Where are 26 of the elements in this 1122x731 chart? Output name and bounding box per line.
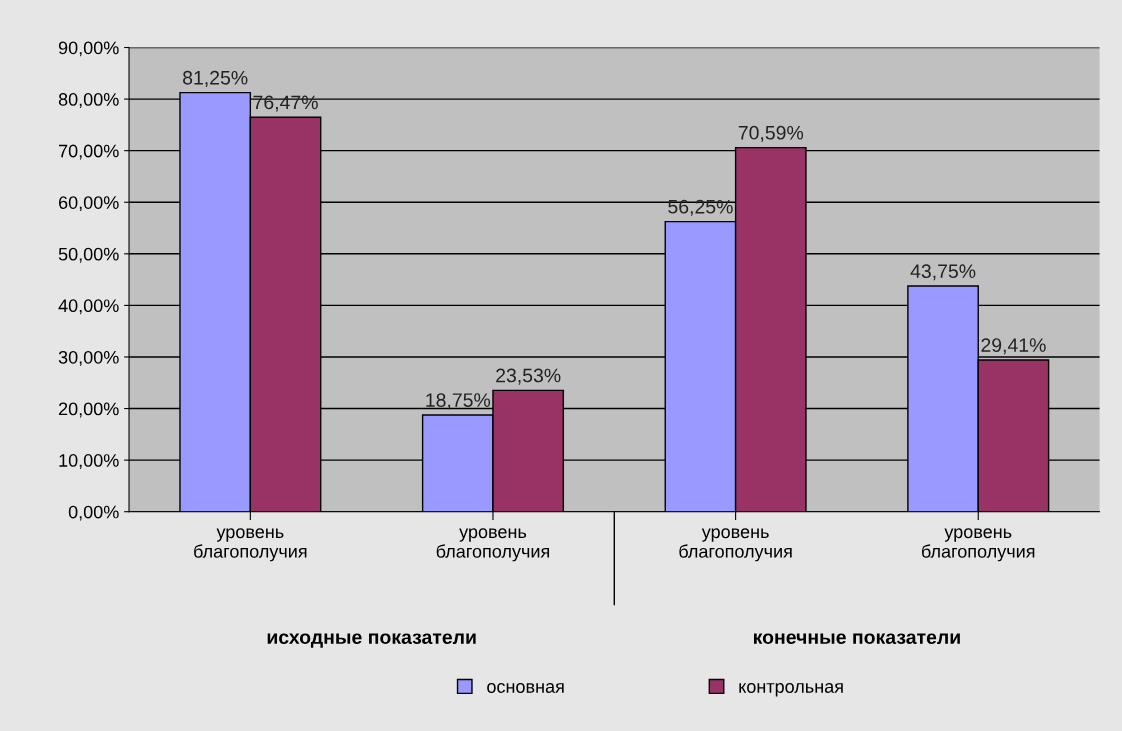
- y-tick-label: 40,00%: [58, 299, 119, 315]
- y-tick-label: 50,00%: [58, 247, 119, 263]
- y-tick-label: 70,00%: [59, 144, 119, 160]
- legend-label: основная: [487, 683, 564, 693]
- y-tick-label: 30,00%: [58, 350, 119, 366]
- data-label: 23,53%: [496, 368, 561, 385]
- x-tick-label: уровень благополучия: [436, 528, 550, 562]
- y-tick-label: 20,00%: [58, 402, 119, 418]
- x-tick-label: уровень благополучия: [194, 528, 307, 562]
- x-tick-label: уровень благополучия: [922, 528, 1035, 562]
- y-tick-label: 0,00%: [68, 505, 119, 521]
- data-label: 76,47%: [253, 95, 318, 112]
- data-label: 18,75%: [426, 393, 491, 410]
- y-tick-label: 60,00%: [58, 196, 119, 212]
- y-tick-label: 80,00%: [58, 93, 119, 108]
- y-tick-label: 90,00%: [58, 41, 119, 57]
- y-tick-label: 10,00%: [59, 454, 119, 469]
- data-label: 29,41%: [981, 338, 1046, 355]
- legend-label: контрольная: [739, 683, 843, 697]
- data-label: 70,59%: [738, 125, 804, 142]
- data-label: 56,25%: [668, 199, 733, 216]
- text: исходные показатели: [267, 633, 476, 648]
- text: конечные показатели: [754, 633, 960, 645]
- x-tick-label: уровень благополучия: [679, 528, 792, 562]
- data-label: 81,25%: [183, 70, 248, 87]
- data-label: 43,75%: [910, 264, 976, 281]
